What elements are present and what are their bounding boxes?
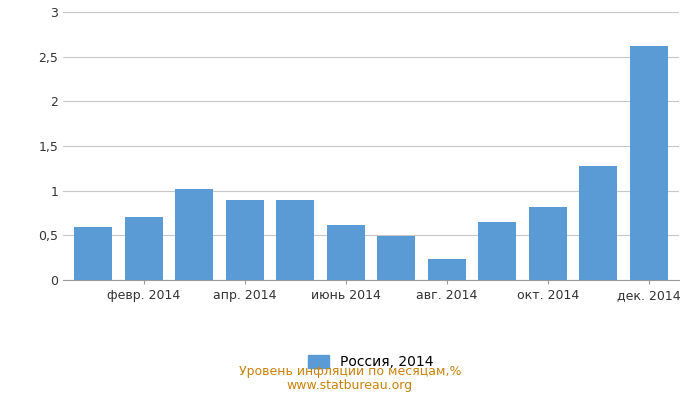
Bar bbox=[175, 189, 214, 280]
Bar bbox=[428, 258, 466, 280]
Text: Уровень инфляции по месяцам,%: Уровень инфляции по месяцам,% bbox=[239, 366, 461, 378]
Bar bbox=[276, 200, 314, 280]
Bar bbox=[226, 200, 264, 280]
Bar bbox=[125, 218, 162, 280]
Bar bbox=[327, 225, 365, 280]
Bar bbox=[528, 207, 567, 280]
Bar bbox=[478, 222, 516, 280]
Legend: Россия, 2014: Россия, 2014 bbox=[302, 350, 440, 375]
Bar bbox=[377, 236, 415, 280]
Text: www.statbureau.org: www.statbureau.org bbox=[287, 380, 413, 392]
Bar bbox=[630, 46, 668, 280]
Bar bbox=[74, 227, 112, 280]
Bar bbox=[580, 166, 617, 280]
